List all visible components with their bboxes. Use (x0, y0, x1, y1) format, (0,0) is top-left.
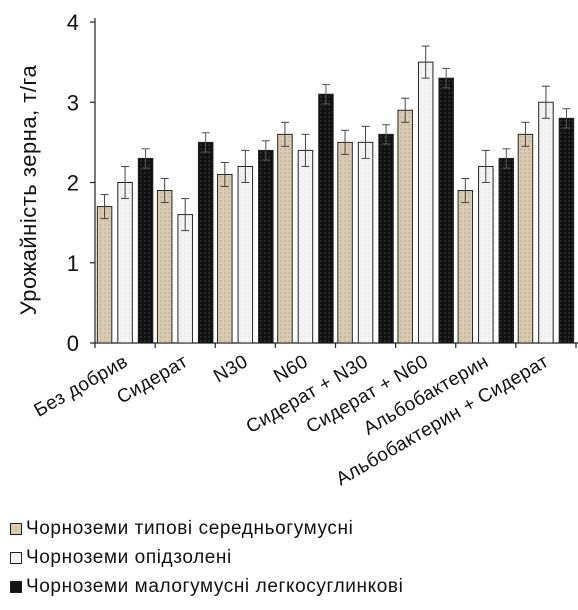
bar (156, 190, 173, 344)
x-tick-label: Без добрив (31, 351, 132, 421)
legend-label-podzolized: Чорноземи опідзолені (26, 546, 232, 568)
bar (538, 101, 554, 344)
y-tick-label: 0 (67, 331, 79, 356)
y-tick-label: 4 (67, 10, 79, 35)
bar (177, 214, 193, 344)
legend-item-podzolized: Чорноземи опідзолені (10, 543, 403, 572)
y-tick-label: 2 (67, 171, 79, 196)
legend: Чорноземи типові середньогумусні Чорнозе… (10, 514, 403, 601)
bar (197, 141, 214, 344)
legend-swatch-lowhumus (10, 580, 22, 593)
legend-label-typical: Чорноземи типові середньогумусні (26, 517, 354, 539)
legend-item-lowhumus: Чорноземи малогумусні легкосуглинкові (10, 572, 403, 601)
bar (337, 141, 353, 344)
bar (137, 157, 154, 344)
bar (457, 190, 474, 344)
bar (378, 133, 394, 344)
bar (397, 109, 413, 344)
bar (297, 149, 314, 344)
bar (277, 133, 293, 344)
x-tick-label: N30 (210, 351, 252, 387)
bar (558, 117, 575, 344)
bar (96, 206, 113, 344)
legend-swatch-typical (10, 522, 22, 535)
bar (318, 93, 334, 344)
bar (517, 133, 534, 344)
bar (117, 182, 133, 344)
bar (417, 61, 434, 344)
bar (357, 141, 374, 344)
legend-swatch-podzolized (10, 551, 22, 564)
bar (498, 157, 515, 344)
legend-item-typical: Чорноземи типові середньогумусні (10, 514, 403, 543)
bar (258, 149, 274, 344)
y-tick-label: 3 (67, 90, 79, 115)
legend-label-lowhumus: Чорноземи малогумусні легкосуглинкові (26, 575, 404, 597)
bar (438, 77, 454, 344)
y-axis-label: Урожайність зерна, т/га (16, 64, 41, 315)
y-tick-label: 1 (67, 251, 79, 276)
bar (217, 173, 233, 344)
x-tick-label: N60 (270, 351, 312, 387)
bar (478, 165, 494, 344)
bar (237, 165, 254, 344)
